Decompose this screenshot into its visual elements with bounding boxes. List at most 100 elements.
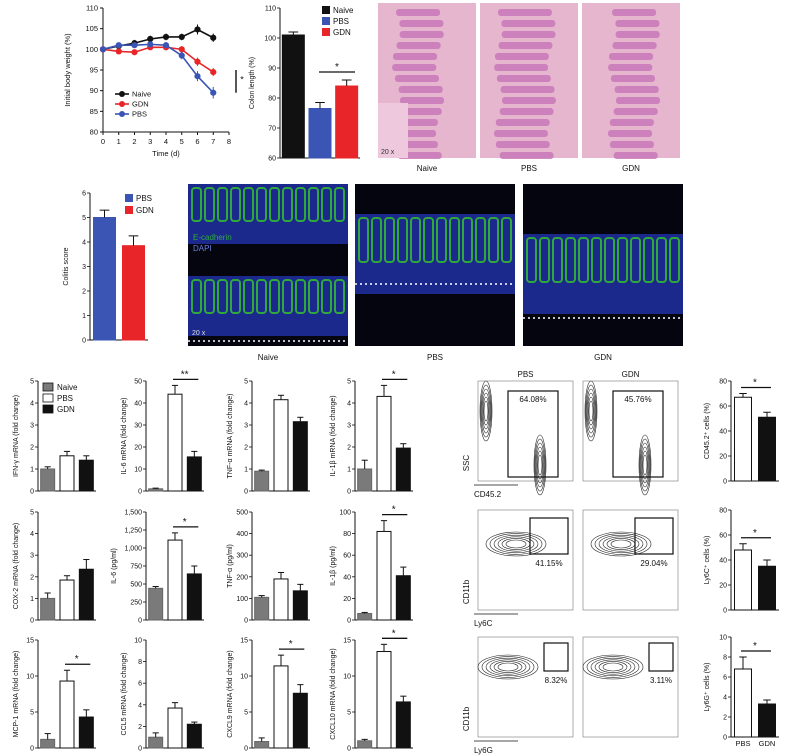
flow-y-label: CD11b (462, 579, 471, 604)
data-point-gdn (210, 68, 217, 76)
contour (479, 380, 493, 442)
y-tick-label: 3 (30, 553, 34, 560)
contour (598, 534, 644, 554)
significance-star: * (753, 378, 757, 389)
x-tick-label: 8 (227, 137, 231, 146)
legend-label: Naive (333, 6, 354, 15)
y-axis-label: CXCL10 mRNA (fold change) (330, 648, 337, 739)
y-tick-label: 750 (130, 564, 142, 571)
y-tick-label: 95 (90, 66, 98, 75)
crypt (392, 64, 437, 71)
legend-swatch (322, 17, 330, 25)
y-tick-label: 0 (347, 618, 351, 625)
legend-marker (119, 111, 125, 117)
crypt (613, 152, 658, 159)
ecad-crypt (282, 187, 293, 222)
cytokine-chart-10: 0 2 4 6 8 10 CCL5 mRNA (fold change) (121, 638, 204, 753)
y-tick-label: 3 (244, 423, 248, 430)
ecad-crypt (295, 187, 306, 222)
bar (78, 568, 94, 621)
y-tick-label: 80 (343, 531, 351, 538)
cytokine-chart-2: 0 10 20 30 40 50 IL-6 mRNA (fold change) ** (121, 369, 204, 496)
ecad-crypt (591, 237, 602, 283)
dapi-label: DAPI (193, 244, 212, 253)
contour (585, 384, 597, 438)
y-tick-label: 70 (268, 126, 276, 133)
bar (357, 468, 373, 492)
crypt (495, 141, 550, 148)
significance-star: * (392, 628, 396, 639)
data-point-gdn (131, 49, 138, 56)
gate-percentage: 8.32% (545, 676, 568, 685)
crypt (499, 108, 554, 115)
gate (507, 390, 559, 478)
y-tick-label: 2 (138, 724, 142, 731)
ecad-crypt (449, 217, 460, 263)
bar (78, 459, 94, 492)
y-axis-label: CD45.2⁺ cells (%) (704, 403, 711, 459)
y-axis-label: TNF-α (pg/ml) (227, 544, 234, 588)
scale-label: 20 x (192, 330, 206, 337)
ecad-label: E-cadherin (193, 233, 232, 242)
y-tick-label: 0 (723, 479, 727, 486)
ecad-crypt (552, 237, 563, 283)
y-tick-label: 100 (264, 36, 276, 43)
muscle-layer (378, 103, 408, 158)
bar (78, 716, 94, 749)
contour (640, 442, 650, 488)
y-tick-label: 90 (90, 86, 98, 95)
y-tick-label: 20 (719, 454, 727, 461)
contour (584, 380, 598, 442)
contour (642, 454, 648, 476)
flow-plot (582, 509, 679, 611)
bar (59, 579, 75, 621)
flow-plot (477, 636, 574, 738)
flow-bar-chart-2: 0 20 40 60 80 Ly6C⁺ cells (%) * (704, 508, 779, 615)
bar (254, 470, 270, 492)
panel-c-colitis-score: 0 1 2 3 4 5 6 Colitis score PBS GDN (63, 191, 154, 345)
y-tick-label: 40 (343, 574, 351, 581)
ecad-crypt (321, 279, 332, 314)
histology-panels: Naive PBS GDN 20 x (378, 3, 680, 173)
y-tick-label: 60 (343, 553, 351, 560)
y-axis-label: IL-1β (pg/ml) (330, 546, 337, 586)
contour (588, 400, 594, 422)
contour (537, 454, 543, 476)
y-tick-label: 60 (719, 404, 727, 411)
gate (612, 390, 664, 478)
scale-label: 20 x (381, 149, 395, 156)
y-tick-label: 10 (134, 467, 142, 474)
y-tick-label: 50 (134, 379, 142, 386)
y-tick-label: 1,000 (124, 546, 142, 553)
bar (40, 468, 56, 492)
x-tick-label: GDN (759, 739, 776, 748)
bar (292, 692, 308, 749)
bar (758, 565, 776, 611)
x-tick-label: 2 (132, 137, 136, 146)
bar (186, 573, 202, 621)
ecad-crypt (604, 237, 615, 283)
legend-swatch (322, 6, 330, 14)
significance-star: * (753, 641, 757, 652)
ecad-crypt (462, 217, 473, 263)
contour (639, 438, 651, 492)
y-axis-label: TNF-α mRNA (fold change) (227, 394, 234, 479)
y-tick-label: 0 (347, 489, 351, 496)
x-tick-label: 4 (164, 137, 168, 146)
flow-x-label: Ly6G (474, 746, 493, 755)
y-tick-label: 5 (30, 510, 34, 517)
ecad-crypt (475, 217, 486, 263)
bar (734, 668, 752, 738)
ecad-crypt (204, 187, 215, 222)
contour (602, 662, 624, 672)
ecad-crypt (384, 217, 395, 263)
y-tick-label: 5 (347, 710, 351, 717)
y-axis-label: CCL5 mRNA (fold change) (121, 653, 128, 736)
contour (594, 533, 648, 555)
contour (481, 388, 491, 434)
bar (59, 455, 75, 492)
crypt (609, 119, 654, 126)
cytokine-chart-12: 0 5 10 15 CXCL10 mRNA (fold change) * (330, 628, 413, 753)
y-tick-label: 1 (30, 467, 34, 474)
y-tick-label: 80 (719, 508, 727, 515)
